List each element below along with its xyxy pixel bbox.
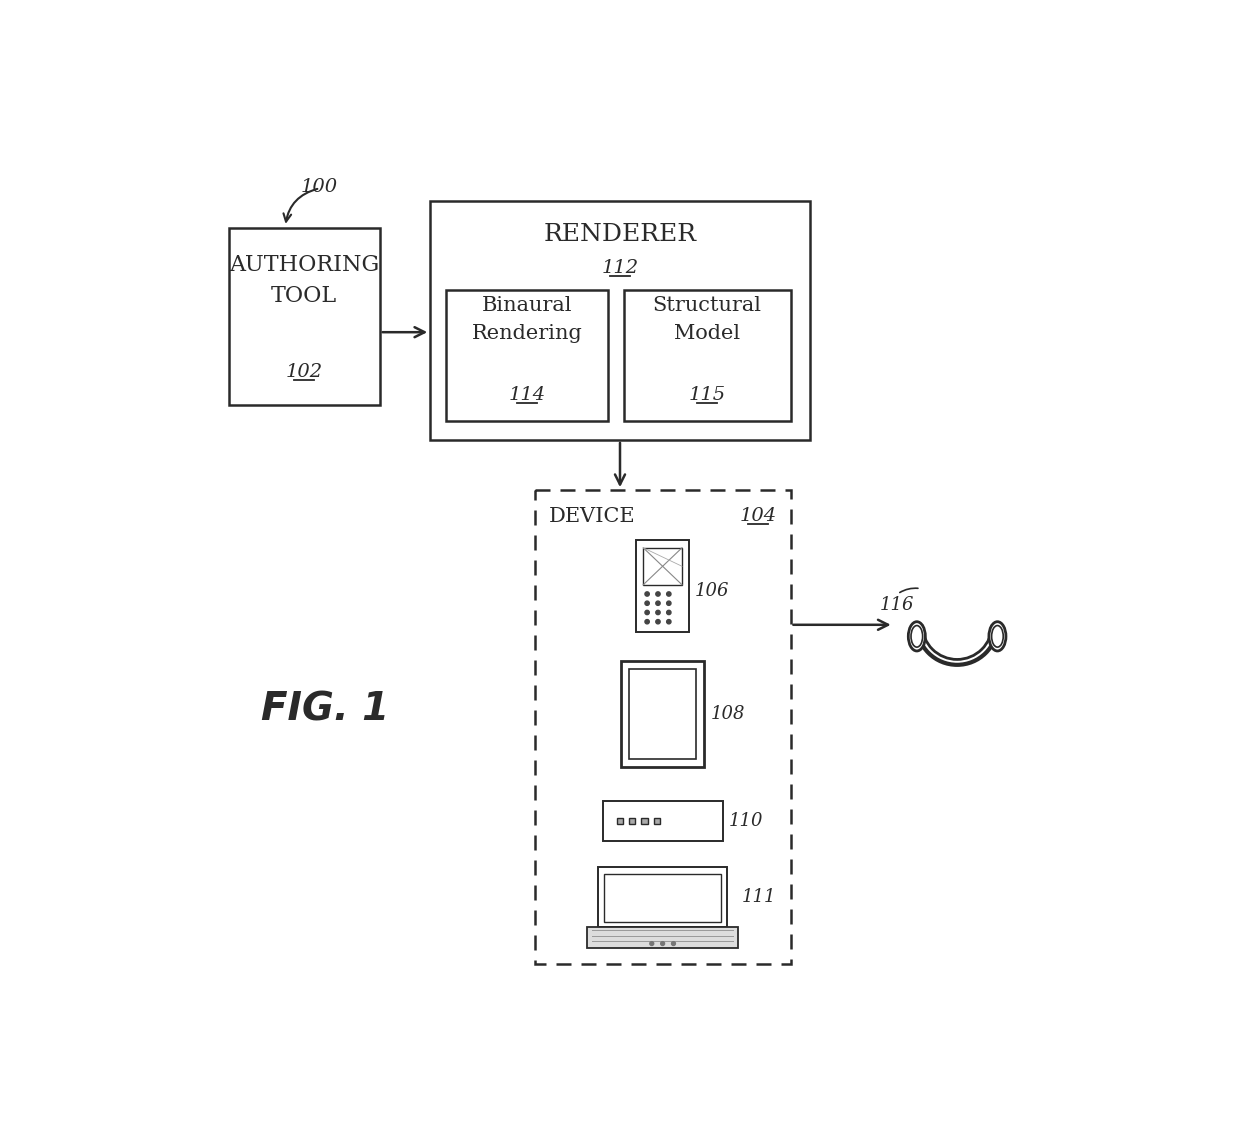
Ellipse shape [911,626,923,648]
Text: 112: 112 [601,259,639,277]
Bar [228,229,379,405]
Text: 104: 104 [739,507,776,525]
Bar [534,490,791,963]
Bar [644,548,682,585]
Text: Binaural
Rendering: Binaural Rendering [471,295,583,343]
Text: 111: 111 [742,887,776,906]
Text: 114: 114 [508,386,546,404]
Bar [636,540,689,633]
Bar [430,201,810,440]
Text: FIG. 1: FIG. 1 [262,691,389,728]
Bar [603,801,723,841]
Text: 110: 110 [729,812,764,830]
Circle shape [667,619,671,624]
Bar [621,661,704,767]
Bar [587,927,738,949]
Circle shape [656,610,660,615]
Text: 102: 102 [285,363,322,381]
Ellipse shape [990,621,1006,651]
Bar [629,669,696,758]
Text: 106: 106 [696,582,729,600]
Circle shape [667,592,671,597]
Bar [624,290,791,421]
Circle shape [650,942,653,945]
Circle shape [656,592,660,597]
Text: DEVICE: DEVICE [549,507,635,526]
Text: 108: 108 [711,705,745,723]
Bar [629,818,635,824]
Bar [445,290,609,421]
Text: AUTHORING
TOOL: AUTHORING TOOL [229,255,379,307]
Bar [641,818,647,824]
Bar [598,867,728,927]
Bar [616,818,622,824]
Circle shape [645,610,650,615]
Text: Structural
Model: Structural Model [652,295,761,343]
Circle shape [656,619,660,624]
Circle shape [667,610,671,615]
Text: 100: 100 [301,178,337,196]
Circle shape [672,942,676,945]
Circle shape [645,592,650,597]
Bar [653,818,660,824]
Text: 115: 115 [688,386,725,404]
Bar [604,874,722,921]
Circle shape [656,601,660,606]
Circle shape [661,942,665,945]
Text: RENDERER: RENDERER [543,223,697,246]
Ellipse shape [908,621,925,651]
Circle shape [645,601,650,606]
Ellipse shape [992,626,1003,648]
Circle shape [645,619,650,624]
Text: 116: 116 [879,595,914,614]
Circle shape [667,601,671,606]
